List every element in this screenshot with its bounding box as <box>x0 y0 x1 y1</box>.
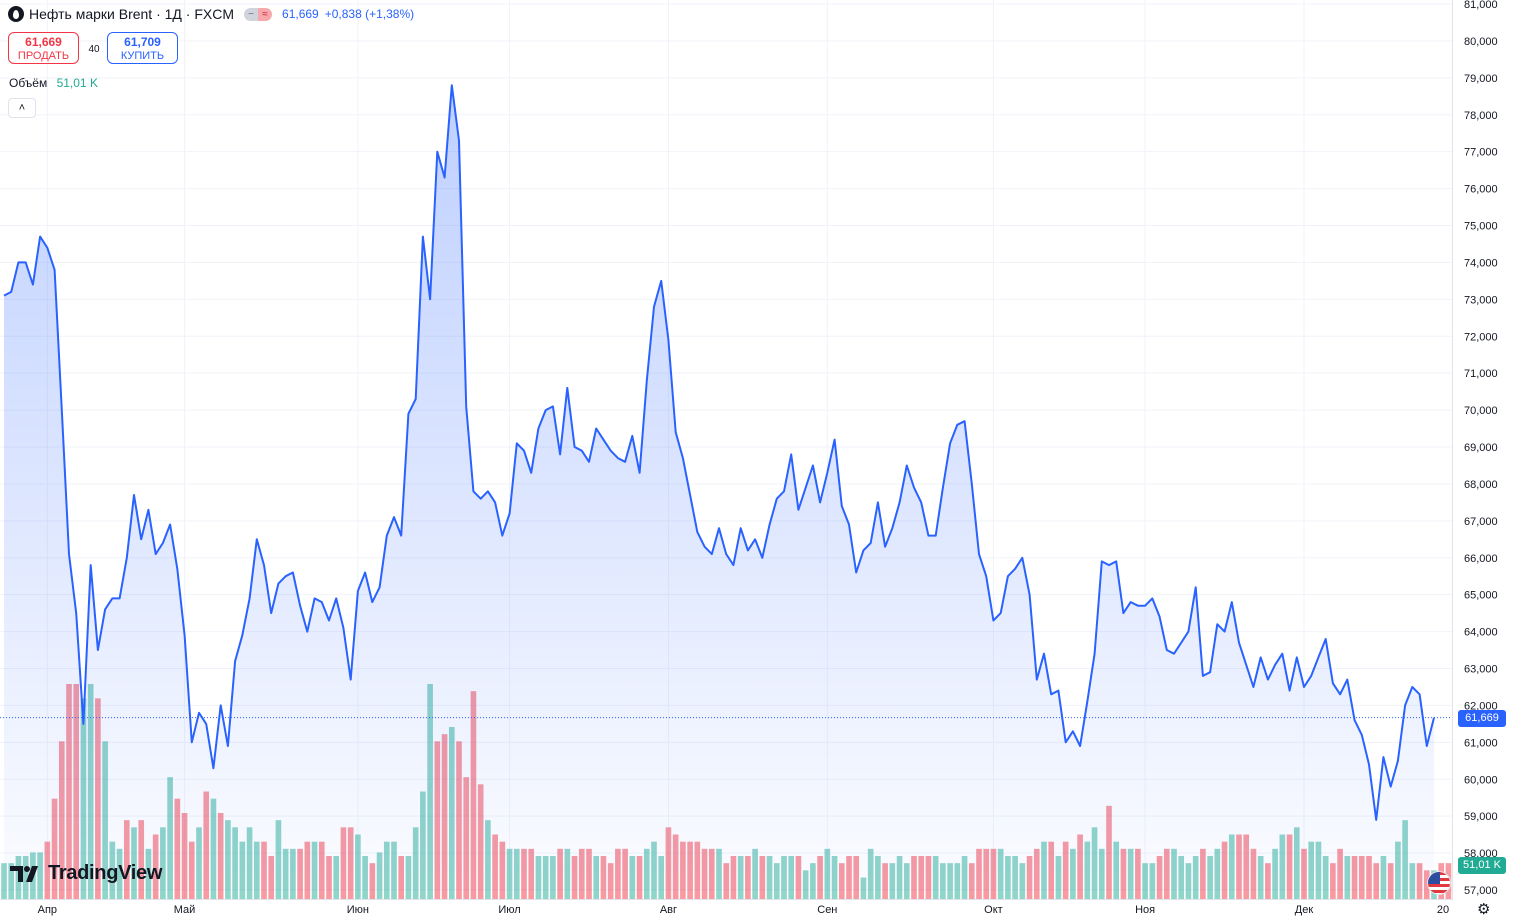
price-line <box>3 84 1435 821</box>
volume-value: 51,01 K <box>56 76 98 90</box>
collapse-legend-button[interactable]: ˄ <box>8 98 36 118</box>
legend-price: 61,669 <box>282 7 319 21</box>
x-tick-label: Окт <box>984 904 1003 916</box>
status-grey: − <box>244 7 259 21</box>
y-tick-label: 69,000 <box>1464 442 1498 454</box>
y-tick-label: 71,000 <box>1464 368 1498 380</box>
price-axis[interactable]: 57,00058,00059,00060,00061,00062,00063,0… <box>1464 0 1498 897</box>
buy-price: 61,709 <box>124 35 161 49</box>
y-tick-label: 64,000 <box>1464 627 1498 639</box>
logo-text: TradingView <box>48 862 163 884</box>
tradingview-logo[interactable]: TradingView <box>10 862 162 885</box>
symbol-legend: Нефть марки Brent · 1Д · FXCM − ≈ 61,669… <box>8 6 414 22</box>
y-tick-label: 61,000 <box>1464 737 1498 749</box>
last-price-label: 61,669 <box>1458 710 1506 727</box>
y-tick-label: 77,000 <box>1464 147 1498 159</box>
x-tick-label: Ноя <box>1135 904 1155 916</box>
y-tick-label: 74,000 <box>1464 257 1498 269</box>
gear-icon[interactable]: ⚙ <box>1477 901 1491 918</box>
tradingview-logo-icon <box>10 865 38 882</box>
x-tick-label: Авг <box>660 904 677 916</box>
y-tick-label: 59,000 <box>1464 811 1498 823</box>
chevron-up-icon: ˄ <box>18 102 26 114</box>
y-tick-label: 80,000 <box>1464 36 1498 48</box>
y-tick-label: 65,000 <box>1464 590 1498 602</box>
buy-button[interactable]: 61,709 КУПИТЬ <box>107 32 178 64</box>
volume-legend[interactable]: Объём 51,01 K <box>9 76 98 90</box>
time-axis[interactable]: Апр Май Июн Июл Авг Сен Окт Ноя Дек <box>38 904 1314 916</box>
y-tick-label: 60,000 <box>1464 774 1498 786</box>
price-area <box>4 85 1434 890</box>
y-tick-label: 76,000 <box>1464 184 1498 196</box>
time-axis-last-label: 20 <box>1437 904 1449 916</box>
volume-label: Объём <box>9 76 48 90</box>
x-tick-label: Июн <box>347 904 369 916</box>
symbol-title[interactable]: Нефть марки Brent · 1Д · FXCM <box>29 6 235 22</box>
buy-label: КУПИТЬ <box>120 50 165 62</box>
y-tick-label: 78,000 <box>1464 110 1498 122</box>
y-tick-label: 68,000 <box>1464 479 1498 491</box>
y-tick-label: 57,000 <box>1464 885 1498 897</box>
x-tick-label: Дек <box>1295 904 1314 916</box>
y-tick-label: 73,000 <box>1464 294 1498 306</box>
sell-price: 61,669 <box>25 35 62 49</box>
y-tick-label: 70,000 <box>1464 405 1498 417</box>
x-tick-label: Май <box>174 904 196 916</box>
y-tick-label: 81,000 <box>1464 0 1498 11</box>
sell-button[interactable]: 61,669 ПРОДАТЬ <box>8 32 79 64</box>
y-tick-label: 62,000 <box>1464 700 1498 712</box>
status-red: ≈ <box>258 7 273 21</box>
y-tick-label: 66,000 <box>1464 553 1498 565</box>
y-tick-label: 67,000 <box>1464 516 1498 528</box>
sell-label: ПРОДАТЬ <box>17 50 70 62</box>
legend-change: +0,838 (+1,38%) <box>324 7 415 21</box>
volume-price-label: 51,01 K <box>1458 857 1506 874</box>
market-status[interactable]: − ≈ <box>244 7 273 21</box>
x-tick-label: Июл <box>498 904 520 916</box>
y-tick-label: 72,000 <box>1464 331 1498 343</box>
oil-drop-icon <box>8 6 24 22</box>
y-tick-label: 79,000 <box>1464 73 1498 85</box>
us-flag-icon[interactable] <box>1427 871 1451 895</box>
y-tick-label: 75,000 <box>1464 221 1498 233</box>
x-tick-label: Сен <box>817 904 837 916</box>
y-tick-label: 63,000 <box>1464 664 1498 676</box>
spread-value: 40 <box>88 44 100 55</box>
x-tick-label: Апр <box>38 904 57 916</box>
